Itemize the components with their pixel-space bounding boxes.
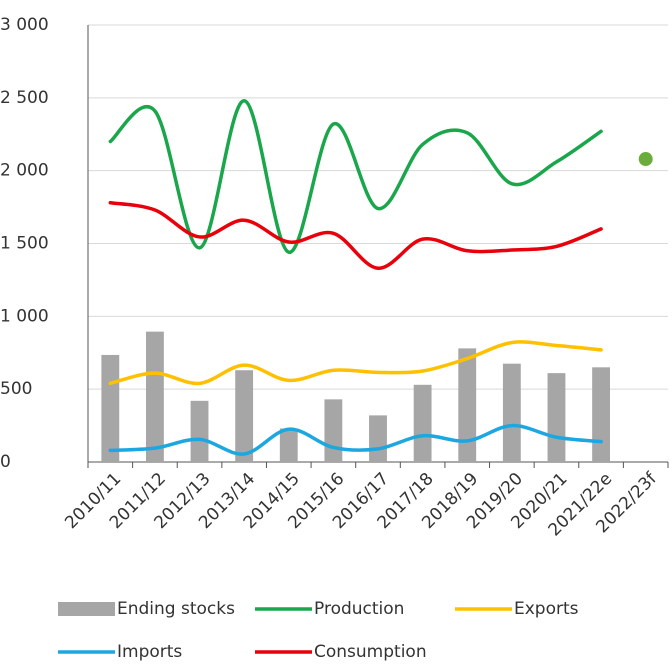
y-tick-label: 3 000 [0, 15, 49, 35]
bar [592, 367, 610, 462]
y-tick-label: 2 000 [0, 161, 49, 181]
bar [547, 373, 566, 462]
line [108, 98, 603, 254]
legend-label: Ending stocks [117, 599, 235, 619]
forecast-point [638, 152, 653, 167]
y-tick-label: 0 [0, 452, 11, 472]
legend-label: Imports [117, 642, 182, 662]
bar [458, 348, 477, 462]
legend-label: Exports [514, 599, 579, 619]
line [108, 423, 603, 456]
line [108, 200, 603, 271]
bar [190, 400, 209, 462]
bar [324, 399, 343, 462]
bar [101, 354, 120, 462]
y-tick-label: 1 000 [0, 306, 49, 326]
bar [413, 384, 432, 462]
bar [502, 363, 521, 462]
legend-label: Production [314, 599, 404, 619]
line [108, 340, 603, 386]
y-tick-label: 1 500 [0, 234, 49, 254]
bar [146, 331, 164, 462]
legend-swatch [58, 602, 115, 616]
bar [369, 415, 387, 462]
bar [235, 370, 254, 462]
legend-label: Consumption [314, 642, 427, 662]
bar [279, 428, 298, 462]
y-tick-label: 2 500 [0, 88, 49, 108]
y-tick-label: 500 [0, 379, 32, 399]
